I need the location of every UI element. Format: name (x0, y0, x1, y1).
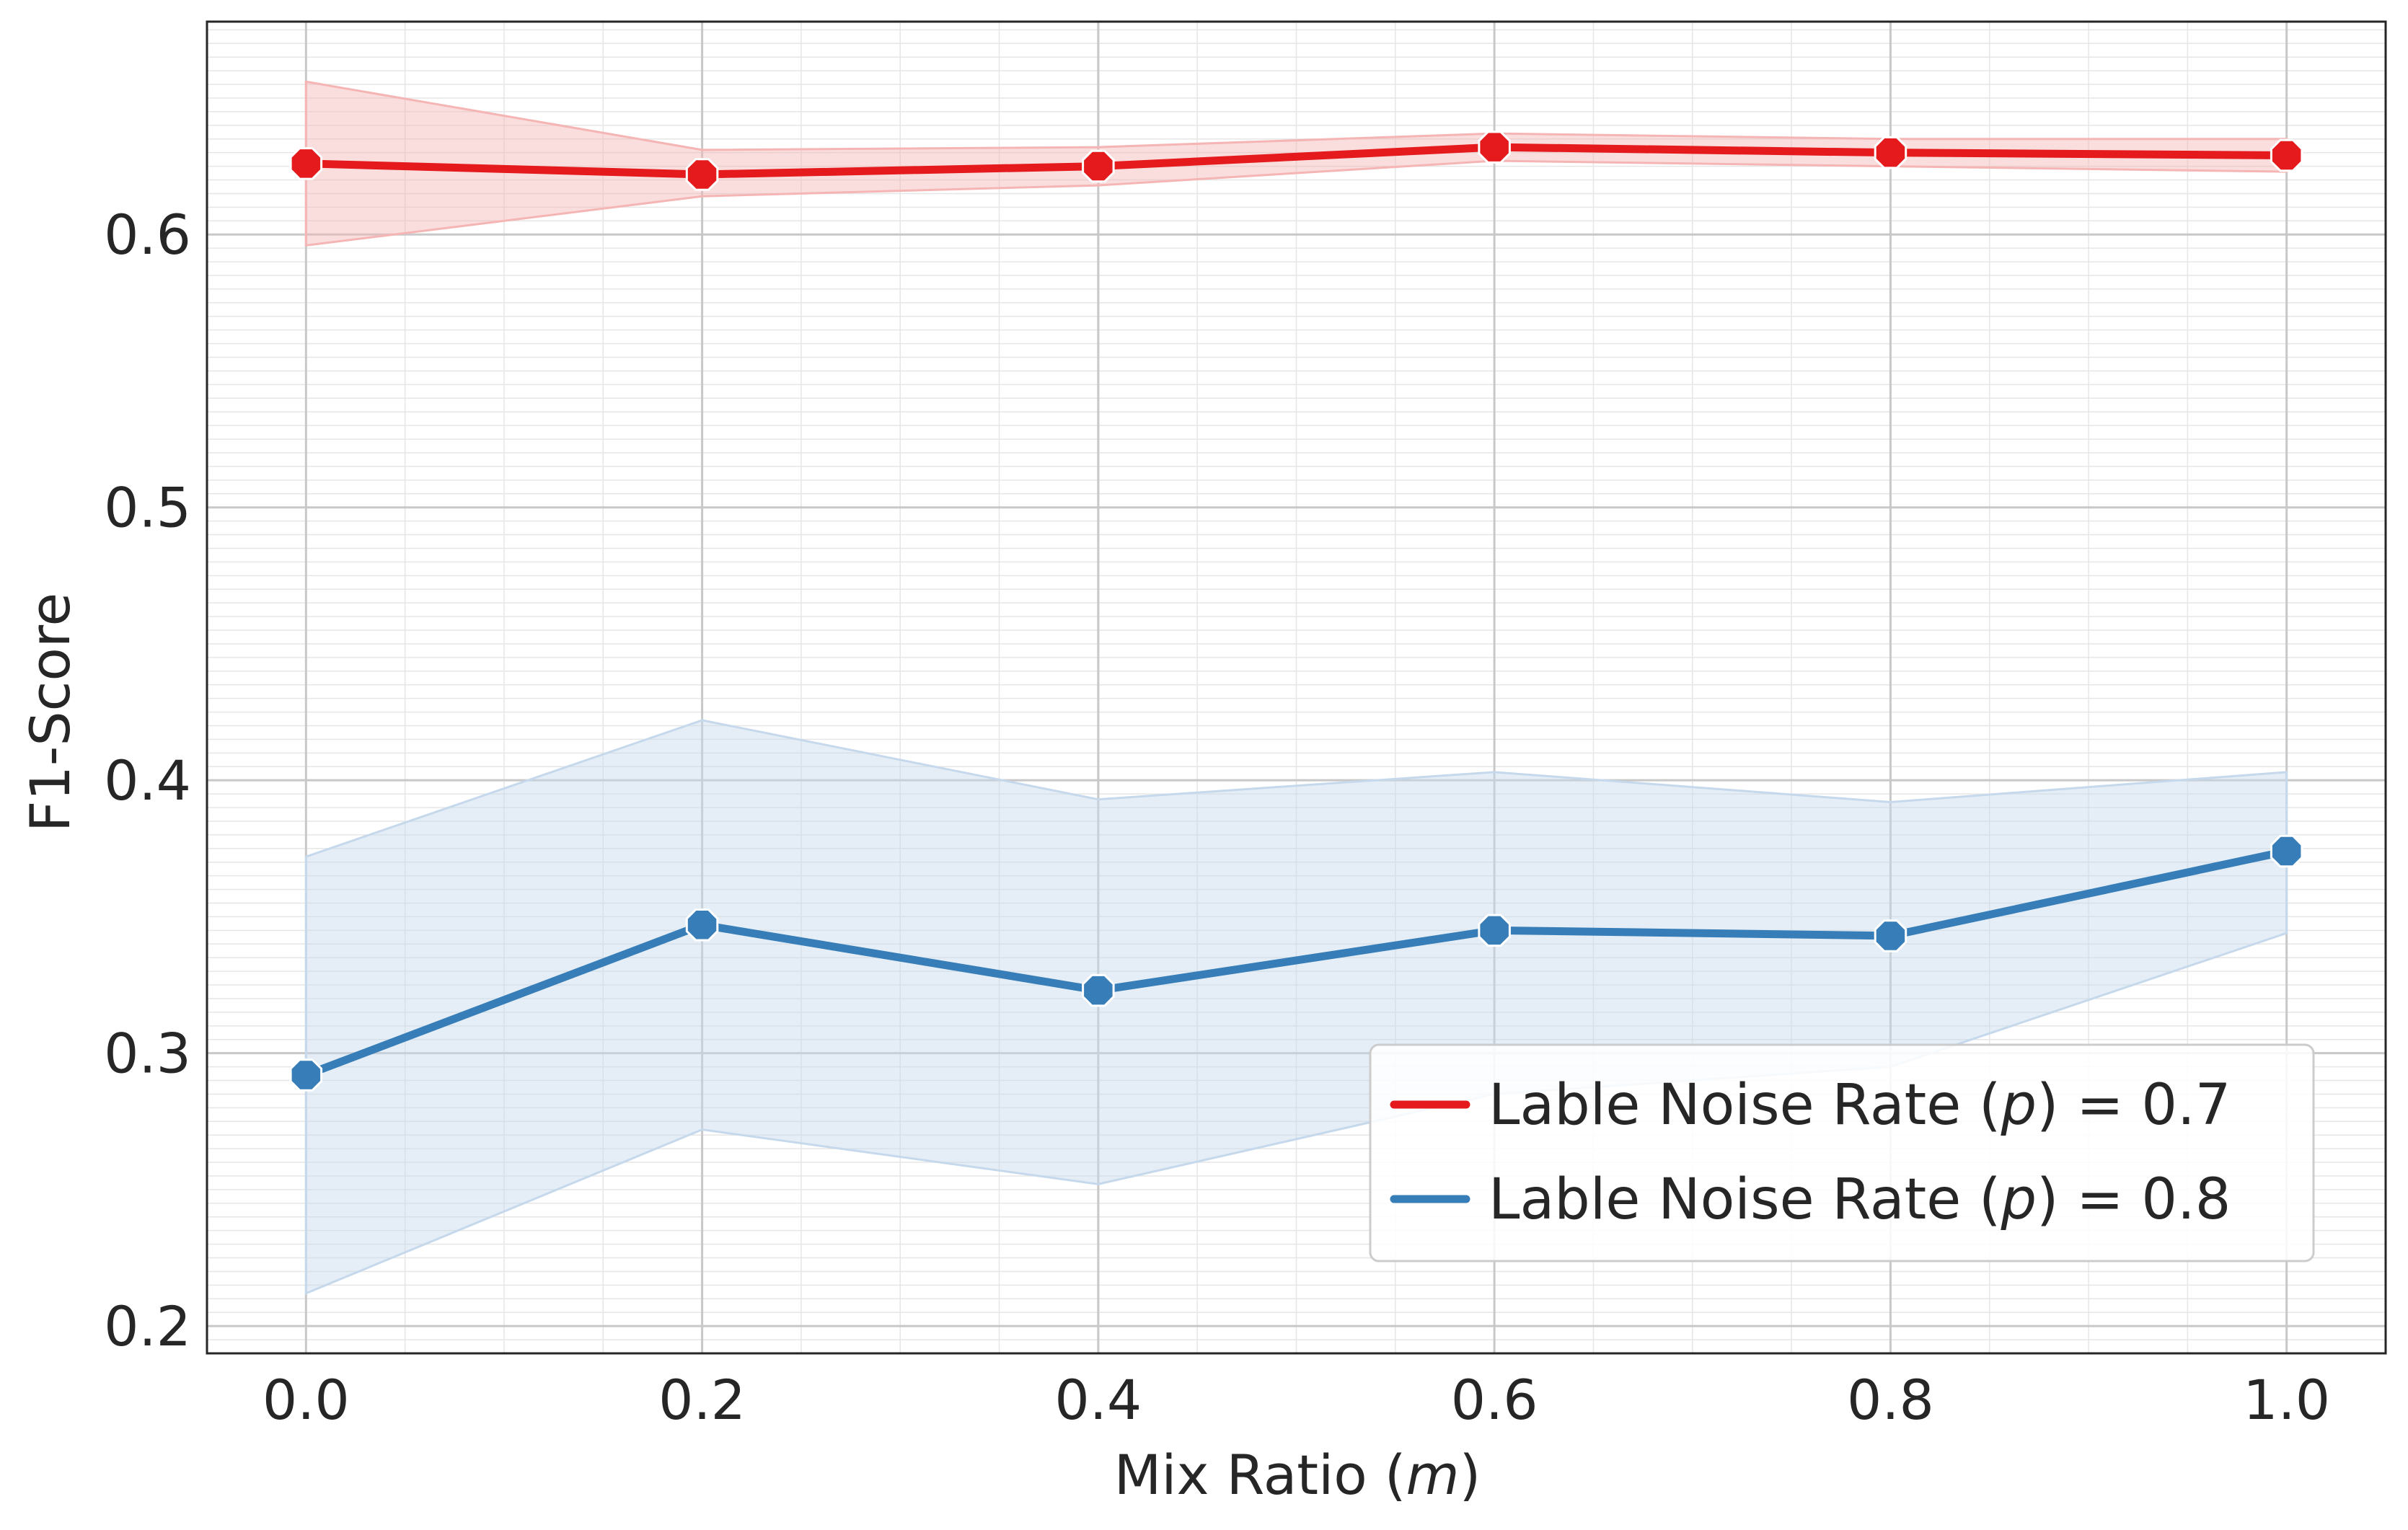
data-point-series-1 (1874, 136, 1908, 169)
data-point-series-1 (1082, 149, 1115, 183)
legend-label-series-1-variable: p (2000, 1073, 2037, 1138)
x-tick-label: 0.0 (263, 1368, 350, 1432)
x-axis-ticks: 0.0 0.2 0.4 0.6 0.8 1.0 (263, 1368, 2330, 1432)
legend-box (1369, 1043, 2315, 1263)
legend: Lable Noise Rate (p) = 0.7 Lable Noise R… (1369, 1043, 2315, 1263)
x-axis-label: Mix Ratio (m) (1114, 1443, 1481, 1507)
y-tick-label: 0.3 (104, 1022, 191, 1086)
y-tick-label: 0.6 (104, 203, 191, 267)
line-series-1 (301, 143, 2291, 179)
data-point-series-1 (2270, 138, 2303, 172)
x-tick-label: 0.8 (1847, 1368, 1934, 1432)
y-tick-label: 0.5 (104, 476, 191, 540)
legend-label-series-1-prefix: Lable Noise Rate ( (1489, 1073, 2001, 1138)
x-tick-label: 0.6 (1451, 1368, 1538, 1432)
x-axis-label-variable: m (1406, 1443, 1460, 1507)
confidence-band-series-2 (304, 719, 2288, 1295)
x-axis-label-suffix: ) (1460, 1443, 1481, 1507)
data-point-series-2 (2270, 834, 2303, 868)
x-tick-label: 1.0 (2243, 1368, 2330, 1432)
plot-frame (206, 20, 2387, 1355)
data-point-series-2 (1478, 914, 1511, 947)
y-axis-label: F1-Score (18, 593, 82, 832)
y-axis-ticks: 0.2 0.3 0.4 0.5 0.6 (104, 203, 191, 1358)
data-point-series-1 (1478, 131, 1511, 164)
x-axis-label-prefix: Mix Ratio ( (1114, 1443, 1406, 1507)
data-point-series-2 (1874, 919, 1908, 952)
x-tick-label: 0.4 (1054, 1368, 1142, 1432)
y-tick-label: 0.2 (104, 1294, 191, 1358)
legend-label-series-2-suffix: ) = 0.8 (2037, 1167, 2231, 1232)
x-tick-label: 0.2 (658, 1368, 746, 1432)
line-series-2 (301, 847, 2291, 1079)
legend-label-series-2-variable: p (2000, 1167, 2037, 1232)
data-point-series-1 (685, 158, 719, 191)
legend-label-series-2: Lable Noise Rate (p) = 0.8 (1489, 1167, 2231, 1232)
legend-label-series-1-suffix: ) = 0.7 (2037, 1073, 2231, 1138)
series-markers (289, 131, 2303, 1092)
data-point-series-2 (685, 908, 719, 942)
data-point-series-1 (289, 147, 323, 180)
y-tick-label: 0.4 (104, 748, 191, 813)
data-point-series-2 (1082, 973, 1115, 1007)
data-point-series-2 (289, 1058, 323, 1092)
confidence-bands (304, 80, 2288, 1295)
series-lines (301, 143, 2291, 1079)
legend-label-series-2-prefix: Lable Noise Rate ( (1489, 1167, 2001, 1232)
legend-label-series-1: Lable Noise Rate (p) = 0.7 (1489, 1073, 2231, 1138)
